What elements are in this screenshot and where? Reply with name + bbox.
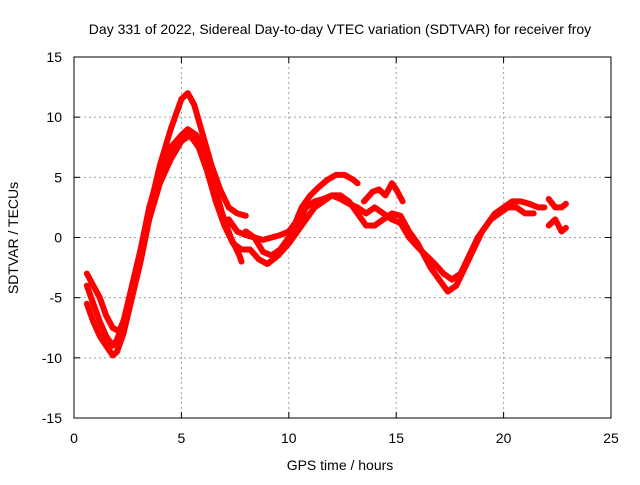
x-tick-label: 0 — [70, 430, 78, 446]
y-tick-labels: -15 -10 -5 0 5 10 15 — [42, 49, 62, 426]
x-tick-label: 20 — [496, 430, 512, 446]
y-axis-label: SDTVAR / TECUs — [5, 182, 21, 294]
data-series — [83, 90, 569, 359]
series-line-trace-e — [225, 192, 548, 283]
x-tick-label: 5 — [178, 430, 186, 446]
x-tick-labels: 0 5 10 15 20 25 — [70, 430, 619, 446]
y-tick-label: -15 — [42, 410, 62, 426]
y-tick-label: 10 — [46, 109, 62, 125]
series-line-trace-e — [545, 216, 569, 235]
series-line-trace-e — [545, 196, 569, 211]
y-tick-label: 0 — [54, 230, 62, 246]
y-tick-label: 5 — [54, 169, 62, 185]
y-tick-label: 15 — [46, 49, 62, 65]
series-line-trace-c — [83, 132, 434, 359]
x-tick-label: 25 — [603, 430, 619, 446]
y-tick-label: -10 — [42, 350, 62, 366]
grid-lines — [74, 57, 611, 418]
series-line-trace-d — [242, 171, 361, 243]
y-tick-label: -5 — [50, 290, 63, 306]
x-tick-label: 15 — [388, 430, 404, 446]
chart-title: Day 331 of 2022, Sidereal Day-to-day VTE… — [89, 21, 591, 37]
x-axis-label: GPS time / hours — [287, 457, 394, 473]
axis-ticks — [73, 56, 612, 419]
series-line-trace-d — [361, 180, 406, 205]
x-tick-label: 10 — [281, 430, 297, 446]
